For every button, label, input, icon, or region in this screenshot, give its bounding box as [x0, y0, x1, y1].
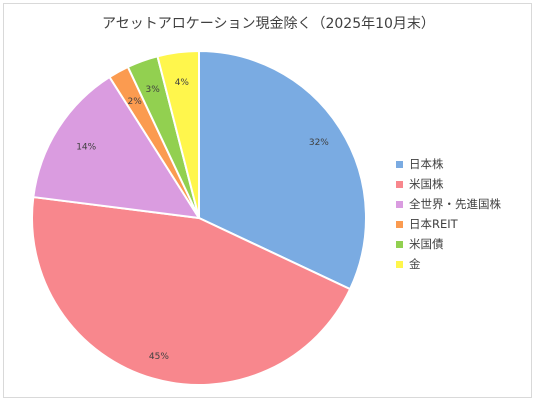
legend-label: 米国債: [409, 237, 444, 251]
legend: 日本株米国株全世界・先進国株 日本REIT 米国債金: [396, 154, 501, 274]
legend-swatch: [396, 200, 403, 208]
pie-chart: 32% 45% 14% 2%3% 4%: [31, 49, 367, 386]
chart-title: アセットアロケーション現金除く（2025年10月末）: [102, 16, 435, 32]
data-label-6: 4%: [175, 78, 190, 88]
legend-label: 日本REIT: [409, 217, 458, 231]
data-label-4: 2%: [127, 97, 142, 107]
legend-item: 日本REIT: [396, 214, 501, 234]
data-label-5: 3%: [145, 85, 160, 95]
legend-item: 米国債: [396, 234, 501, 254]
chart-area: アセットアロケーション現金除く（2025年10月末） 32% 45% 14% 2% 3%…: [3, 3, 532, 398]
legend-item: 日本株: [396, 154, 501, 174]
legend-label: 日本株: [409, 157, 444, 171]
legend-label: 全世界・先進国株: [409, 197, 501, 211]
legend-item: 金: [396, 254, 501, 274]
data-label-2: 45%: [149, 352, 169, 362]
legend-swatch: [396, 160, 403, 168]
legend-label: 米国株: [409, 177, 444, 191]
pie-slice-6: [156, 49, 200, 219]
data-label-3: 14%: [76, 142, 96, 152]
legend-swatch: [396, 180, 403, 188]
data-label-1: 32%: [309, 138, 329, 148]
legend-swatch: [396, 240, 403, 248]
legend-item: 全世界・先進国株: [396, 194, 501, 214]
pie-slice-1: [198, 49, 367, 291]
legend-swatch: [396, 220, 403, 228]
legend-item: 米国株: [396, 174, 501, 194]
pie-slice-3: [32, 75, 201, 220]
legend-label: 金: [409, 257, 421, 271]
legend-swatch: [396, 260, 403, 268]
pie-slice-2: [31, 195, 352, 386]
